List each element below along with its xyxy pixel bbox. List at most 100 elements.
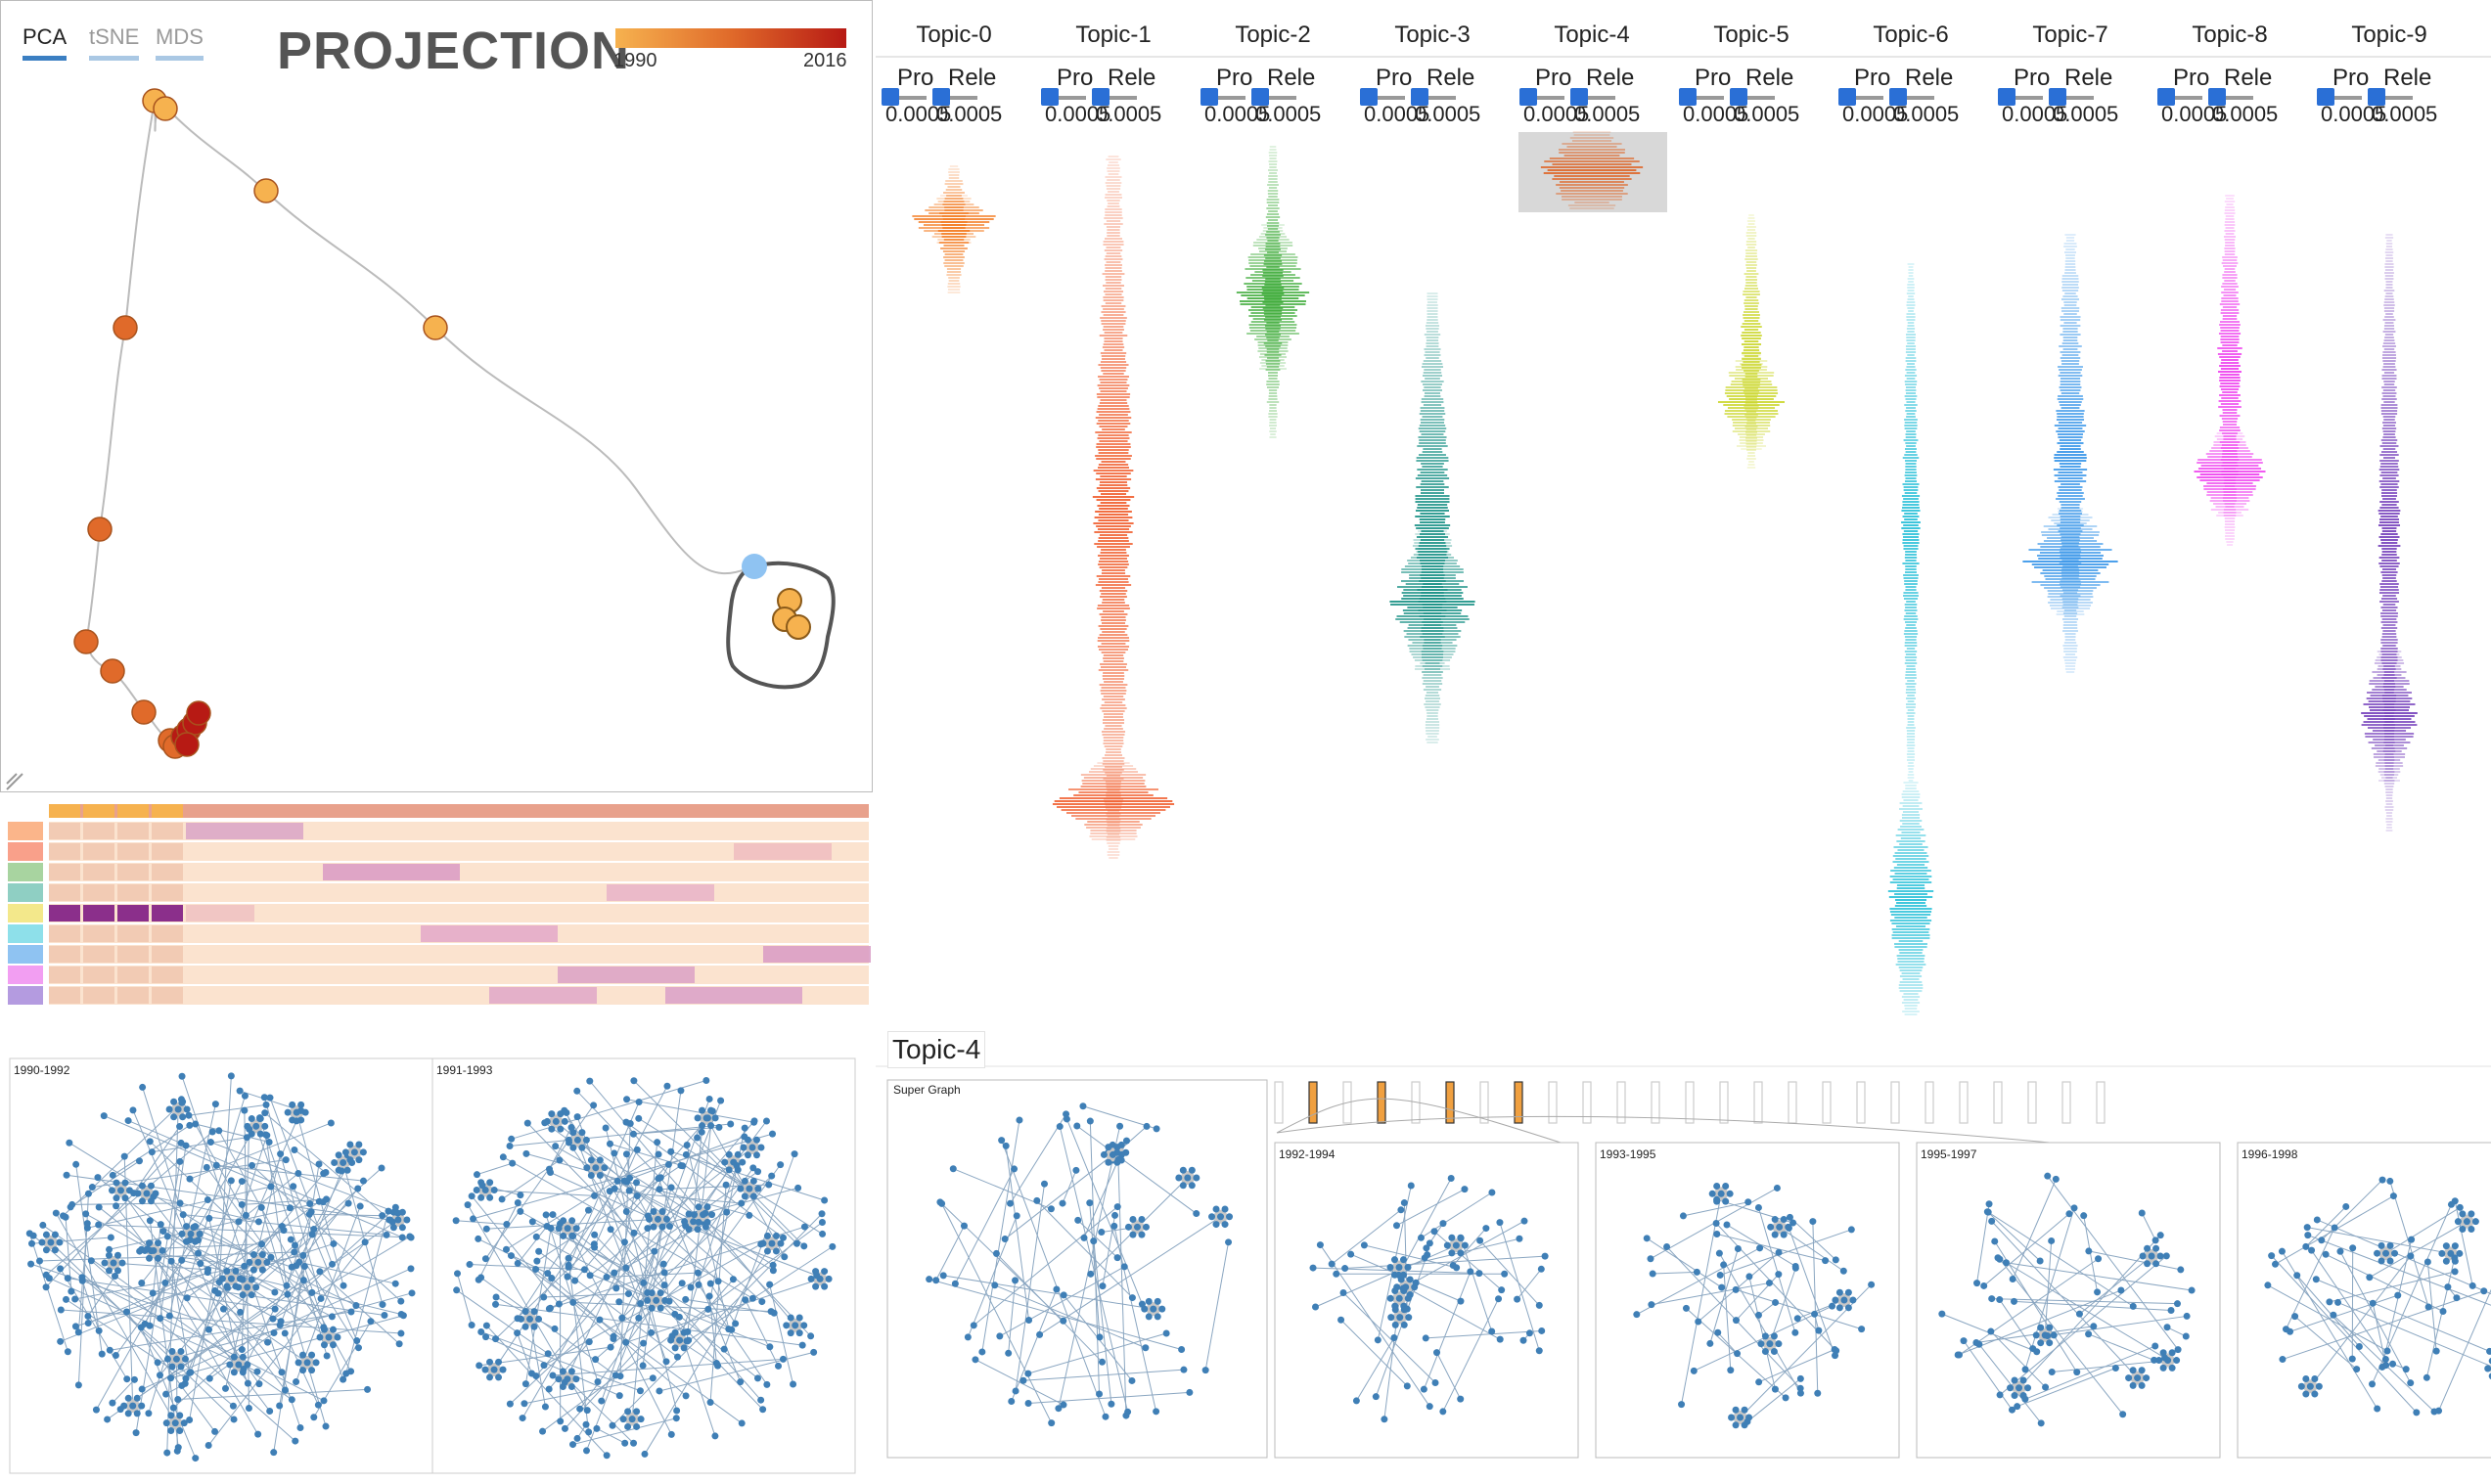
network-node bbox=[1033, 1197, 1040, 1204]
network-node bbox=[183, 1223, 190, 1230]
network-node bbox=[549, 1372, 556, 1378]
projection-point bbox=[787, 615, 810, 639]
network-node bbox=[2119, 1411, 2126, 1417]
network-node bbox=[1097, 1333, 1104, 1340]
network-edge bbox=[485, 1191, 594, 1196]
network-node bbox=[1128, 1377, 1135, 1384]
network-node bbox=[340, 1159, 346, 1166]
resize-handle-icon[interactable] bbox=[7, 774, 23, 789]
network-node bbox=[1453, 1264, 1460, 1271]
network-node bbox=[2044, 1332, 2051, 1339]
network-node bbox=[315, 1402, 322, 1409]
network-node bbox=[777, 1161, 784, 1168]
network-node bbox=[2046, 1325, 2053, 1331]
network-node bbox=[667, 1148, 674, 1155]
network-node bbox=[1138, 1232, 1145, 1238]
network-node bbox=[362, 1238, 369, 1245]
network-node bbox=[1139, 1301, 1146, 1308]
network-node bbox=[1439, 1220, 1446, 1227]
network-node bbox=[392, 1204, 399, 1211]
network-node bbox=[2387, 1257, 2394, 1264]
network-node bbox=[1488, 1190, 1495, 1196]
network-node bbox=[1087, 1271, 1094, 1278]
network-node bbox=[819, 1210, 826, 1217]
network-node bbox=[1849, 1297, 1856, 1304]
topic-year-heatmap[interactable] bbox=[0, 800, 873, 1027]
network-node bbox=[2033, 1348, 2040, 1355]
network-node bbox=[255, 1218, 262, 1225]
network-node bbox=[320, 1324, 327, 1330]
heatmap-cell bbox=[83, 946, 114, 963]
topic-stream-6 bbox=[1888, 264, 1933, 1014]
heatmap-cell bbox=[117, 884, 149, 901]
network-node bbox=[2149, 1253, 2155, 1260]
network-node bbox=[728, 1327, 735, 1333]
network-node bbox=[750, 1178, 757, 1185]
heatmap-year-cell bbox=[152, 804, 183, 818]
network-node bbox=[571, 1278, 578, 1284]
network-node bbox=[470, 1215, 476, 1222]
network-node bbox=[330, 1240, 337, 1247]
network-node bbox=[514, 1329, 521, 1336]
network-node bbox=[167, 1374, 174, 1381]
network-graph bbox=[453, 1077, 837, 1459]
network-node bbox=[1340, 1289, 1347, 1296]
network-node bbox=[52, 1232, 59, 1238]
network-node bbox=[2386, 1178, 2393, 1185]
network-node bbox=[491, 1187, 498, 1193]
network-node bbox=[53, 1210, 60, 1217]
network-node bbox=[1811, 1311, 1818, 1318]
network-node bbox=[158, 1221, 164, 1228]
network-node bbox=[565, 1225, 571, 1232]
network-node bbox=[569, 1233, 576, 1239]
network-edge bbox=[633, 1127, 718, 1134]
network-node bbox=[256, 1115, 263, 1122]
network-node bbox=[223, 1268, 230, 1275]
network-node bbox=[1467, 1268, 1473, 1275]
network-edge bbox=[2322, 1180, 2382, 1240]
network-node bbox=[1086, 1199, 1093, 1206]
network-node bbox=[2326, 1298, 2332, 1305]
network-node bbox=[1400, 1256, 1407, 1263]
network-node bbox=[2152, 1237, 2159, 1243]
network-node bbox=[753, 1137, 760, 1144]
network-node bbox=[2134, 1374, 2141, 1381]
network-node bbox=[653, 1297, 659, 1304]
network-node bbox=[1771, 1332, 1778, 1339]
network-node bbox=[1783, 1394, 1789, 1401]
topic-stream-plot[interactable] bbox=[876, 0, 2491, 1037]
network-node bbox=[1099, 1282, 1106, 1289]
heatmap-svg[interactable] bbox=[0, 800, 873, 1027]
network-node bbox=[106, 1267, 113, 1274]
network-node bbox=[713, 1360, 720, 1367]
projection-plot[interactable] bbox=[1, 1, 872, 791]
network-node bbox=[775, 1363, 782, 1370]
network-node bbox=[821, 1283, 828, 1290]
heatmap-highlight-cell bbox=[186, 823, 303, 839]
network-node bbox=[95, 1221, 102, 1228]
network-node bbox=[205, 1215, 212, 1222]
network-node bbox=[940, 1272, 947, 1279]
network-node bbox=[65, 1275, 71, 1282]
network-node bbox=[592, 1164, 599, 1171]
network-node bbox=[1713, 1231, 1720, 1237]
projection-point bbox=[113, 316, 137, 339]
network-node bbox=[726, 1151, 733, 1158]
network-node bbox=[700, 1211, 706, 1218]
network-node bbox=[389, 1219, 396, 1226]
network-node bbox=[2330, 1312, 2336, 1319]
network-node bbox=[220, 1306, 227, 1313]
network-node bbox=[475, 1236, 481, 1242]
network-node bbox=[1393, 1222, 1400, 1229]
network-node bbox=[1395, 1264, 1402, 1271]
network-node bbox=[819, 1231, 826, 1237]
network-node bbox=[1024, 1371, 1031, 1377]
network-node bbox=[2272, 1261, 2279, 1268]
network-node bbox=[345, 1200, 352, 1207]
network-node bbox=[113, 1180, 119, 1187]
network-node bbox=[215, 1127, 222, 1134]
network-node bbox=[2443, 1258, 2450, 1265]
network-node bbox=[610, 1335, 616, 1342]
